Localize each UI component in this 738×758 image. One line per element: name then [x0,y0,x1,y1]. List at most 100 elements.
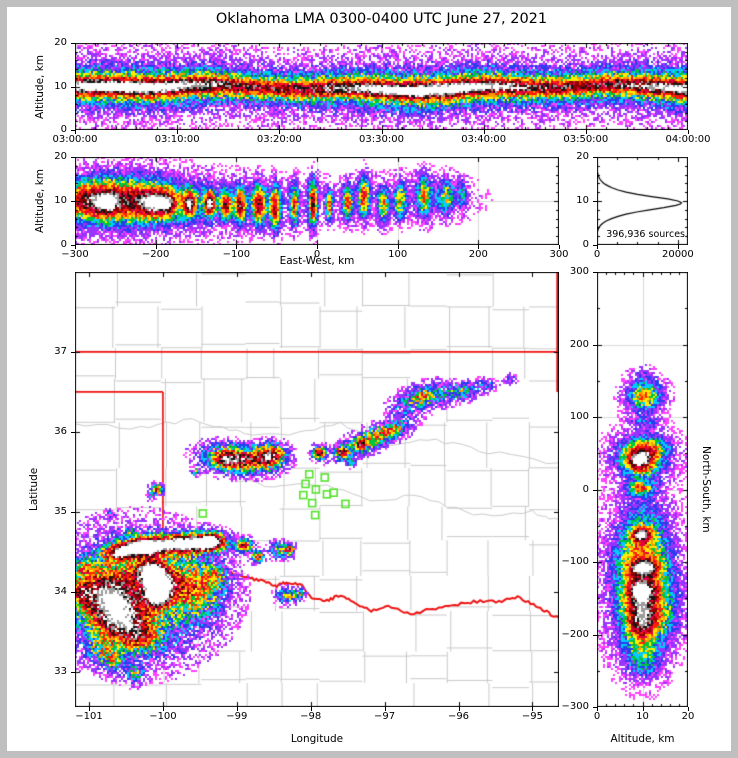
x-tick-mark [678,245,679,249]
plot-title: Oklahoma LMA 0300-0400 UTC June 27, 2021 [215,11,548,27]
y-tick-mark [71,512,75,513]
y-tick-mark [593,707,597,708]
y-tick-mark [71,432,75,433]
x-tick-label: 200 [468,249,488,260]
x-tick-mark [586,130,587,134]
x-tick-mark [597,245,598,249]
x-tick-mark [688,707,689,711]
x-tick-label: −100 [222,249,251,260]
x-tick-label: 0 [593,249,601,260]
x-tick-label: 04:00:00 [665,134,711,145]
y-tick-label: 100 [569,411,589,422]
y-tick-label: 10 [576,195,589,206]
time-height-canvas [75,43,688,130]
y-tick-label: 34 [54,585,67,597]
x-tick-label: −101 [75,711,103,722]
y-tick-label: 10 [54,80,67,92]
y-tick-label: 0 [60,124,67,135]
y-tick-label: 300 [569,266,589,277]
y-tick-label: 0 [582,239,589,250]
y-tick-label: −300 [561,701,589,712]
north-south-panel: 0 10 20 300 200 100 0 −100 −200 −300 [562,266,695,722]
map-x-axis-label: Longitude [290,733,344,745]
time-height-panel: 03:00:00 03:10:00 03:20:00 03:30:00 03:40:00… [53,37,711,145]
x-tick-label: 03:00:00 [52,134,98,145]
x-tick-mark [75,130,76,134]
source-count-annotation: 396,936 sources [606,229,685,240]
east-west-y-axis-label: Altitude, km [34,169,46,234]
x-tick-label: 100 [388,249,408,260]
x-tick-mark [484,130,485,134]
y-tick-mark [71,130,75,131]
x-tick-mark [177,130,178,134]
x-tick-label: −97 [374,711,396,722]
y-tick-label: 20 [576,151,589,162]
y-tick-label: 20 [54,37,67,48]
x-tick-label: 03:40:00 [461,134,507,145]
y-tick-label: 0 [582,483,589,495]
x-tick-label: −95 [521,711,543,722]
x-tick-mark [75,245,76,249]
y-tick-label: −100 [561,556,589,567]
y-tick-label: 0 [60,239,67,250]
x-tick-label: −300 [61,249,89,260]
y-tick-label: 10 [54,195,67,206]
north-south-x-axis-label: Altitude, km [610,733,675,745]
y-tick-label: 35 [54,505,67,517]
y-tick-label: 37 [54,345,67,357]
x-tick-mark [385,707,386,711]
x-tick-mark [237,707,238,711]
x-tick-label: 03:30:00 [359,134,404,145]
x-tick-mark [532,707,533,711]
north-south-canvas [597,272,688,707]
y-tick-mark [593,201,597,202]
x-tick-mark [317,245,318,249]
y-tick-mark [71,43,75,44]
x-tick-mark [643,707,644,711]
y-tick-mark [593,417,597,418]
plan-view-map-canvas [75,272,559,707]
x-tick-mark [459,707,460,711]
x-tick-label: 03:50:00 [563,134,609,145]
x-tick-mark [398,245,399,249]
x-tick-label: 03:20:00 [256,134,302,145]
y-tick-mark [71,201,75,202]
x-tick-mark [163,707,164,711]
time-height-y-axis-label: Altitude, km [34,54,46,119]
y-tick-mark [71,157,75,158]
x-tick-label: 300 [549,249,569,260]
x-tick-label: −96 [447,711,470,722]
x-tick-label: 20000 [661,249,694,260]
y-tick-label: −200 [561,628,589,640]
y-tick-mark [71,352,75,353]
y-tick-mark [593,245,597,246]
y-tick-mark [593,635,597,636]
x-tick-mark [236,245,237,249]
x-tick-mark [382,130,383,134]
x-tick-mark [89,707,90,711]
x-tick-mark [311,707,312,711]
x-tick-mark [688,130,689,134]
x-tick-label: 0 [593,711,601,722]
y-tick-label: 200 [569,338,589,350]
x-tick-mark [156,245,157,249]
east-west-panel: −300 −200 −100 0 100 200 300 0 10 20 [54,151,568,260]
y-tick-mark [593,272,597,273]
y-tick-mark [71,672,75,673]
x-tick-label: −100 [149,711,177,722]
x-tick-label: −99 [226,711,248,722]
x-tick-mark [559,245,560,249]
y-tick-label: 36 [54,425,67,437]
x-tick-mark [279,130,280,134]
x-tick-label: 0 [313,249,321,260]
y-tick-mark [71,87,75,88]
x-tick-mark [478,245,479,249]
altitude-histogram-panel: 396,936 sources 0 20000 0 10 20 [576,151,694,260]
y-tick-label: 20 [54,151,67,162]
y-tick-mark [593,490,597,491]
x-tick-label: −200 [141,249,170,260]
y-tick-mark [71,245,75,246]
y-tick-mark [593,562,597,563]
x-tick-label: −98 [300,711,322,722]
